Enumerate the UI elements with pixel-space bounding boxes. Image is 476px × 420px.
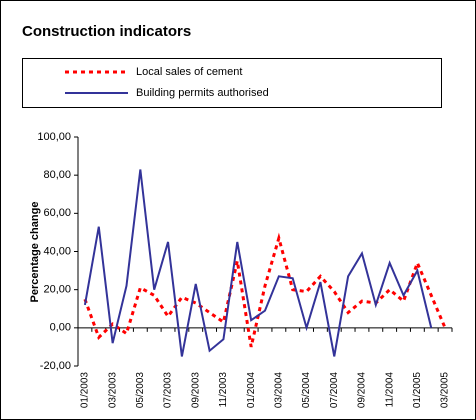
x-tick-label: 01/2005 [412,372,423,409]
legend-box [22,58,442,108]
series-line [83,232,447,348]
x-tick-label: 09/2003 [190,372,201,409]
x-tick-label: 01/2004 [246,372,257,409]
x-tick-label: 07/2004 [329,372,340,409]
legend-label: Building permits authorised [136,87,269,99]
y-axis-label: Percentage change [29,202,41,303]
series-line [83,169,433,357]
x-tick-label: 03/2003 [107,372,118,409]
x-tick-label: 09/2004 [357,372,368,409]
x-tick-label: 07/2003 [163,372,174,409]
legend-label: Local sales of cement [136,66,242,78]
y-tick-label: -20,00 [40,360,71,372]
y-tick-label: 80,00 [43,169,71,181]
chart-title: Construction indicators [22,23,191,40]
y-tick-label: 20,00 [43,284,71,296]
y-tick-label: 40,00 [43,245,71,257]
y-tick-label: 60,00 [43,207,71,219]
x-tick-label: 11/2004 [384,372,395,408]
x-tick-label: 11/2003 [218,372,229,408]
y-tick-label: 100,00 [37,131,71,143]
x-tick-label: 05/2004 [301,372,312,409]
x-tick-label: 03/2005 [440,372,451,409]
x-tick-label: 01/2003 [80,372,91,409]
x-tick-label: 03/2004 [273,372,284,409]
x-tick-label: 05/2003 [135,372,146,409]
y-tick-label: 0,00 [50,322,71,334]
